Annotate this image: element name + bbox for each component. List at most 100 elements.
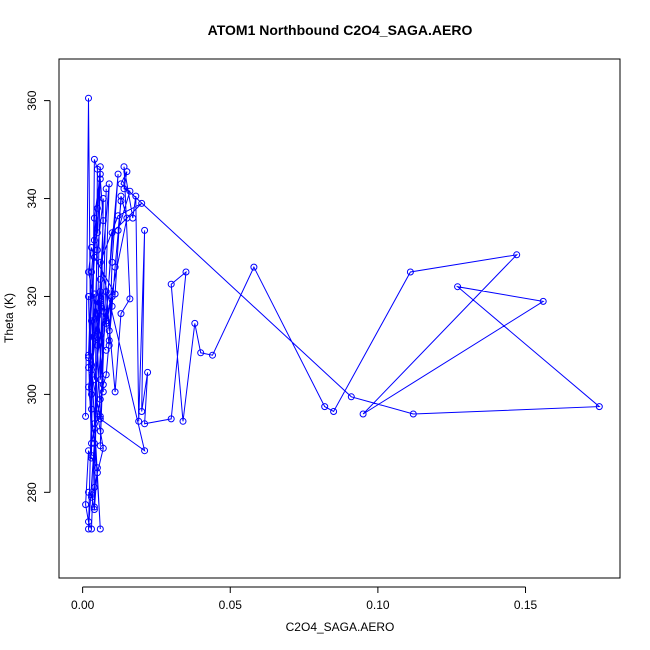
data-point: [88, 317, 95, 325]
data-point: [197, 349, 205, 357]
data-point: [85, 525, 92, 533]
data-point: [93, 310, 101, 318]
data-point: [141, 447, 149, 455]
data-point: [85, 383, 92, 391]
data-point: [93, 229, 101, 237]
data-point: [93, 204, 101, 212]
data-point: [250, 263, 258, 271]
data-point: [209, 351, 216, 359]
data-point: [96, 525, 104, 533]
data-point: [191, 319, 199, 327]
data-point: [123, 168, 131, 176]
data-point: [93, 246, 101, 254]
data-point: [179, 417, 187, 425]
data-point: [108, 258, 116, 266]
data-point: [96, 163, 104, 171]
data-point: [96, 297, 104, 305]
data-point: [88, 390, 95, 398]
data-point: [90, 506, 98, 513]
data-point: [347, 393, 355, 401]
data-point: [85, 94, 92, 102]
data-point: [126, 187, 134, 195]
data-point: [105, 341, 113, 349]
data-point: [85, 518, 92, 526]
data-point: [88, 244, 95, 251]
data-point: [90, 236, 98, 244]
data-point: [99, 388, 107, 396]
data-point: [88, 405, 95, 413]
data-point: [85, 447, 92, 455]
data-point: [96, 300, 104, 308]
x-tick-label: 0.00: [71, 598, 95, 612]
data-point: [105, 180, 113, 188]
data-point: [132, 192, 140, 200]
data-point: [93, 469, 101, 477]
data-point: [102, 371, 110, 379]
data-point: [93, 312, 101, 320]
data-point: [102, 319, 110, 327]
data-point: [454, 283, 462, 291]
data-point: [99, 381, 107, 389]
data-point: [111, 263, 119, 271]
x-axis: 0.00 0.05 0.10 0.15: [71, 586, 538, 612]
data-point: [96, 288, 104, 296]
data-point: [117, 310, 125, 318]
data-point: [88, 268, 95, 276]
data-point: [102, 185, 110, 193]
data-point: [406, 268, 414, 276]
data-point: [90, 334, 98, 342]
data-point: [93, 464, 101, 472]
data-point: [88, 452, 95, 460]
data-point: [90, 439, 98, 447]
data-point: [90, 420, 98, 428]
data-point: [88, 361, 95, 369]
data-point: [82, 501, 90, 509]
data-point: [90, 483, 98, 491]
data-point: [182, 268, 190, 276]
data-point: [99, 307, 107, 315]
data-point: [114, 212, 122, 220]
plot-frame: [58, 58, 621, 579]
data-point: [102, 346, 110, 354]
data-point: [90, 155, 98, 163]
data-point: [85, 351, 92, 359]
data-point: [167, 280, 175, 288]
data-point: [90, 503, 98, 511]
data-point: [96, 415, 104, 423]
data-point: [138, 199, 146, 207]
y-tick-label: 280: [25, 482, 39, 502]
data-point: [96, 427, 104, 435]
data-point: [88, 454, 95, 462]
data-point: [123, 214, 131, 222]
data-point: [141, 226, 149, 234]
data-point: [330, 408, 338, 415]
x-tick-label: 0.15: [514, 598, 538, 612]
data-series: [82, 94, 603, 533]
data-point: [114, 170, 122, 178]
x-tick-label: 0.10: [366, 598, 390, 612]
data-point: [359, 410, 367, 418]
data-point: [321, 403, 329, 411]
data-point: [111, 290, 119, 298]
data-point: [595, 403, 603, 411]
data-point: [117, 192, 125, 200]
data-point: [85, 354, 92, 362]
data-point: [117, 197, 125, 205]
data-point: [102, 317, 110, 325]
x-axis-label: C2O4_SAGA.AERO: [286, 620, 395, 634]
data-point: [90, 214, 98, 222]
data-point: [99, 217, 107, 225]
data-point: [96, 170, 104, 178]
data-point: [90, 290, 98, 298]
data-point: [88, 366, 95, 374]
series-line: [85, 98, 601, 530]
data-point: [96, 275, 104, 283]
data-point: [90, 425, 98, 433]
data-point: [117, 180, 125, 188]
data-point: [88, 525, 95, 533]
data-point: [138, 408, 146, 415]
data-point: [96, 332, 104, 340]
data-point: [539, 297, 547, 305]
chart-title: ATOM1 Northbound C2O4_SAGA.AERO: [208, 22, 473, 38]
